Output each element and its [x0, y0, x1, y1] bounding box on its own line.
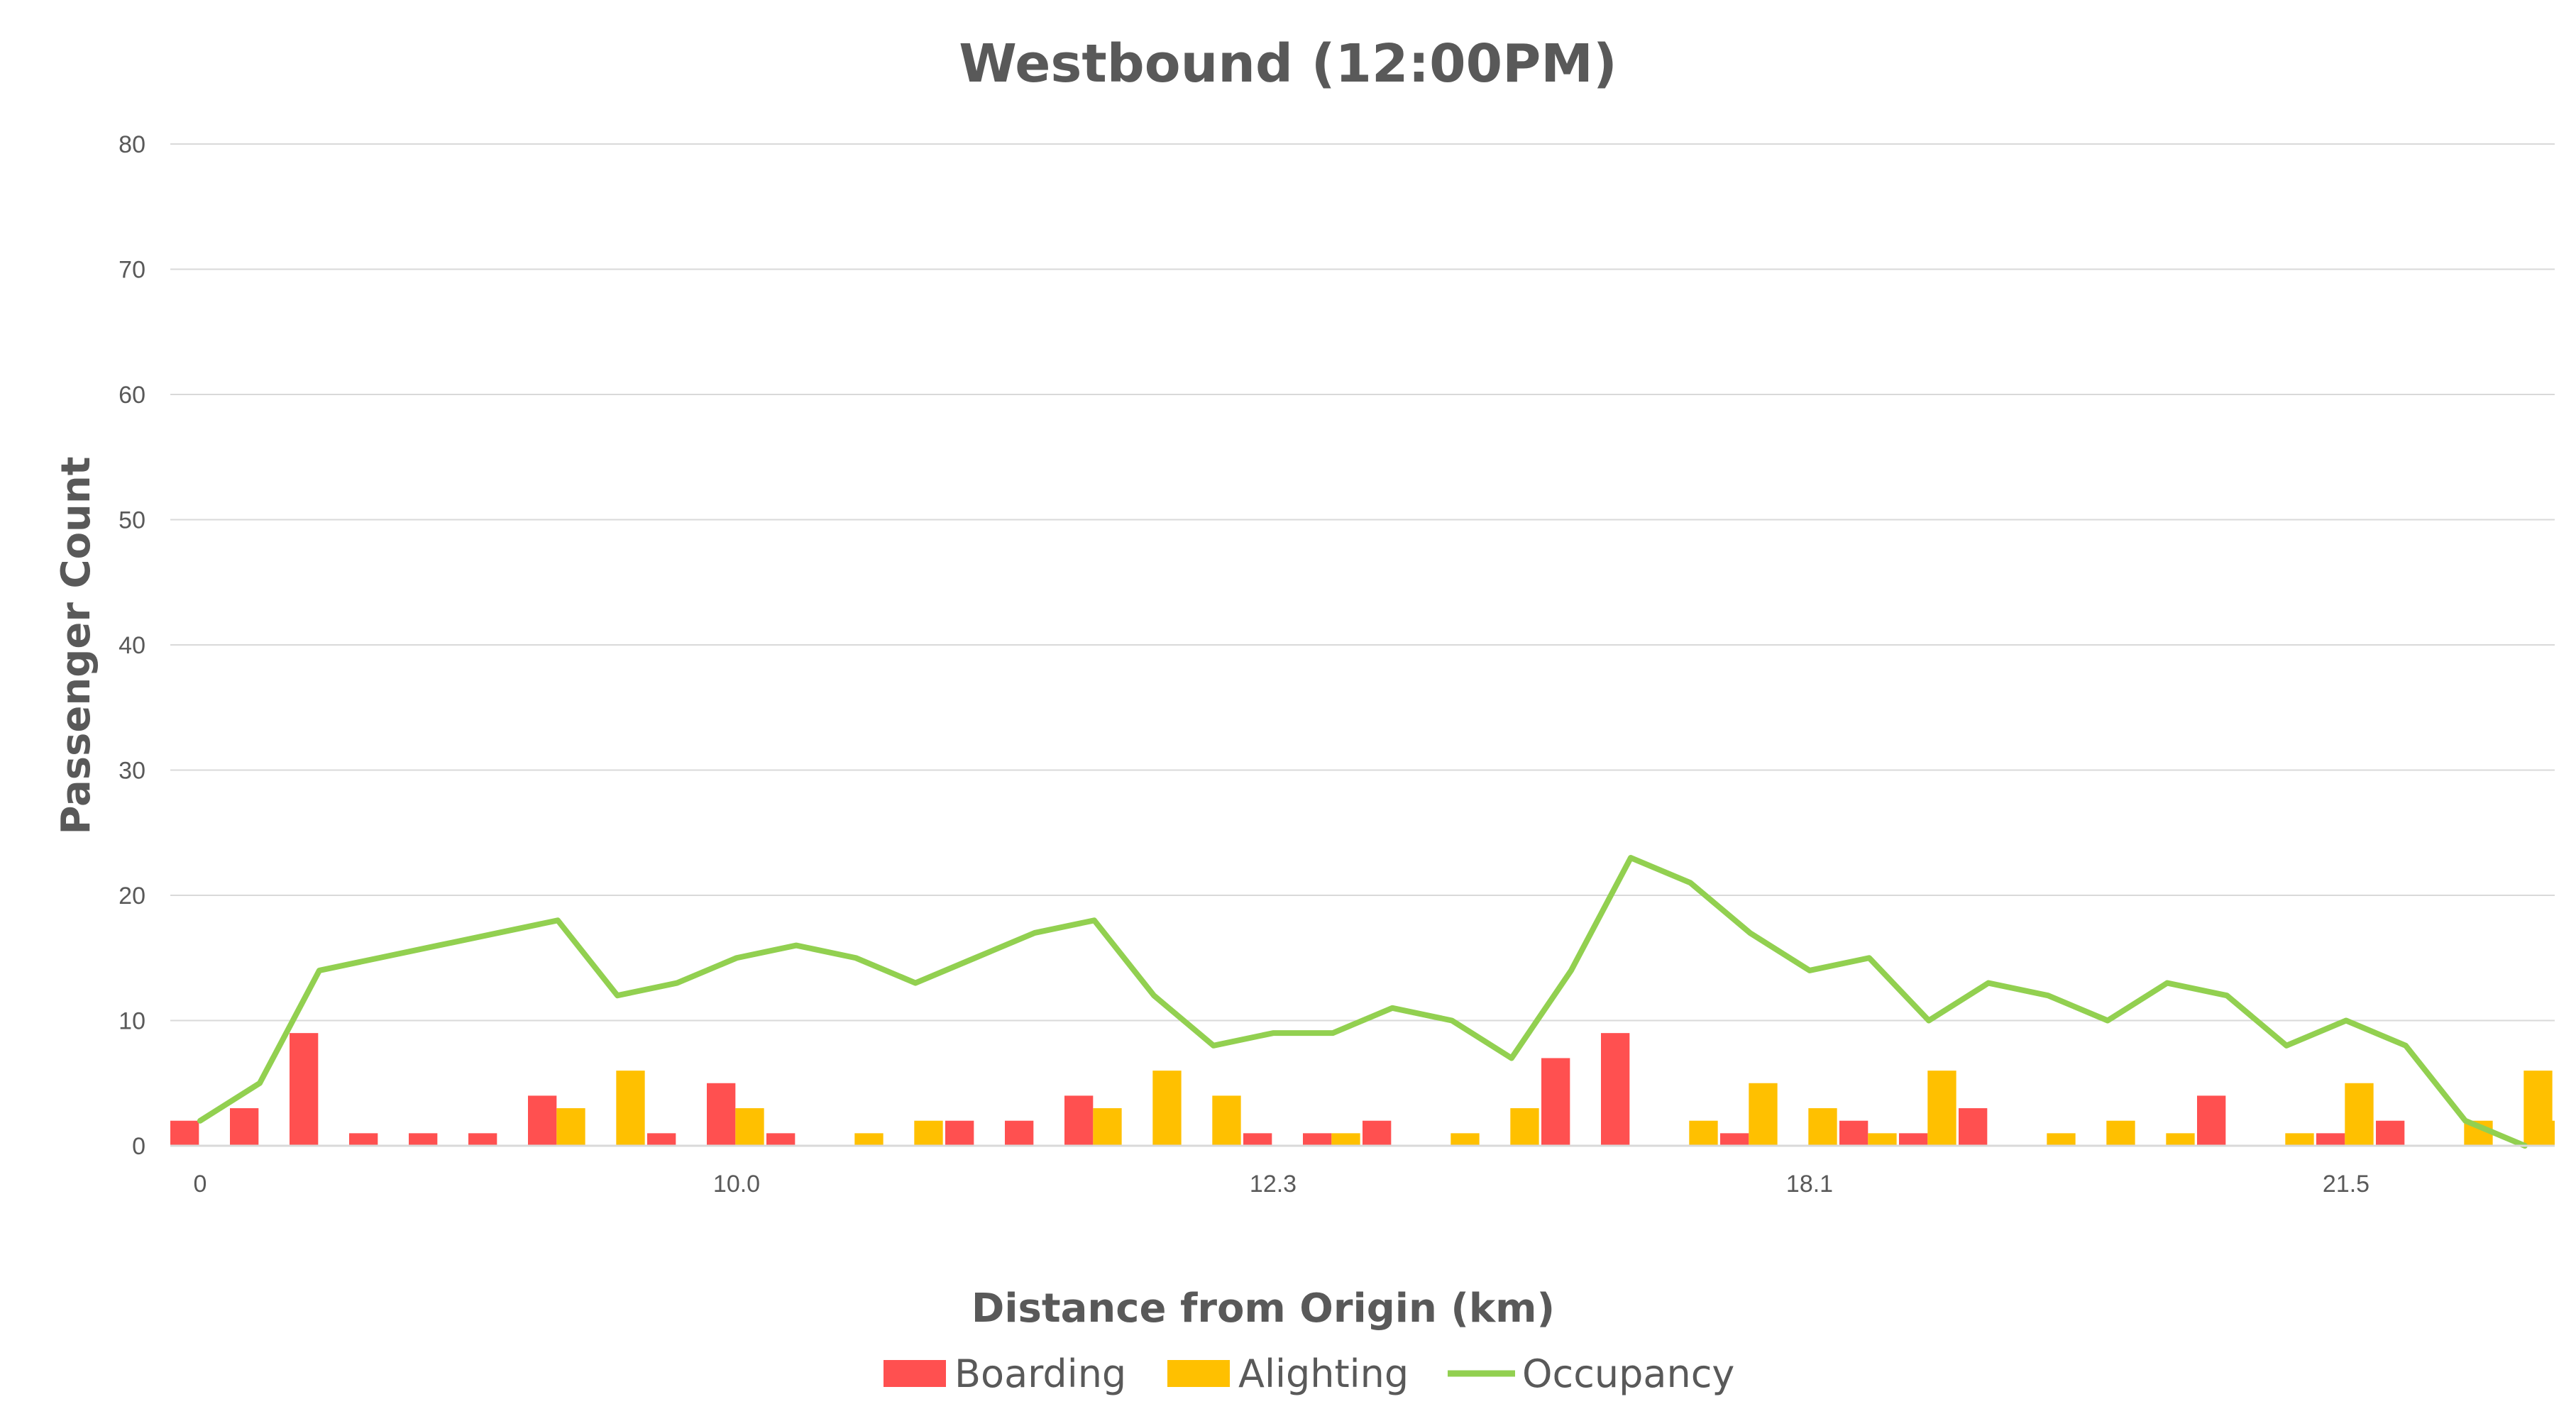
- x-tick-label: 21.5: [2323, 1171, 2369, 1198]
- alighting-bar: [1510, 1108, 1539, 1146]
- boarding-bar: [2197, 1095, 2226, 1146]
- legend-label-boarding: Boarding: [954, 1352, 1126, 1396]
- alighting-bar: [1093, 1108, 1122, 1146]
- alighting-bar: [2345, 1083, 2374, 1146]
- alighting-bar: [1689, 1120, 1718, 1146]
- y-tick-label: 50: [119, 507, 145, 534]
- alighting-bar: [2106, 1120, 2135, 1146]
- y-axis-title: Passenger Count: [53, 456, 99, 834]
- alighting-bar: [1212, 1095, 1241, 1146]
- alighting-bar: [1331, 1133, 1360, 1146]
- boarding-bar: [945, 1120, 974, 1146]
- alighting-bar: [1749, 1083, 1778, 1146]
- x-tick-label: 0: [194, 1171, 207, 1198]
- boarding-bar: [170, 1120, 199, 1146]
- boarding-bar: [1243, 1133, 1272, 1146]
- occupancy-line-layer: [197, 855, 2528, 1149]
- y-axis-ticks: 0 10 20 30 40 50 60 70 80: [119, 131, 145, 1160]
- bars: [170, 1033, 2555, 1146]
- alighting-bar: [1927, 1071, 1956, 1146]
- alighting-bar: [616, 1071, 645, 1146]
- alighting-bar: [1868, 1133, 1897, 1146]
- alighting-bar: [1451, 1133, 1480, 1146]
- y-tick-label: 70: [119, 257, 145, 284]
- legend-swatch-alighting: [1167, 1360, 1230, 1387]
- boarding-bar: [349, 1133, 378, 1146]
- x-tick-label: 10.0: [713, 1171, 760, 1198]
- boarding-bar: [528, 1095, 557, 1146]
- boarding-bar: [1720, 1133, 1749, 1146]
- alighting-bar: [854, 1133, 884, 1146]
- boarding-bar: [1303, 1133, 1332, 1146]
- alighting-bar: [1808, 1108, 1837, 1146]
- boarding-bar: [1959, 1108, 1988, 1146]
- boarding-bar: [1005, 1120, 1034, 1146]
- y-tick-label: 10: [119, 1008, 145, 1035]
- boarding-bar: [1899, 1133, 1928, 1146]
- boarding-bar: [290, 1033, 319, 1146]
- y-tick-label: 60: [119, 382, 145, 409]
- alighting-bar: [735, 1108, 764, 1146]
- boarding-bar: [707, 1083, 736, 1146]
- legend-label-occupancy: Occupancy: [1522, 1352, 1734, 1396]
- boarding-bar: [2376, 1120, 2405, 1146]
- chart-title: Westbound (12:00PM): [959, 33, 1617, 94]
- x-tick-label: 12.3: [1250, 1171, 1297, 1198]
- boarding-bar: [766, 1133, 796, 1146]
- boarding-bar: [1839, 1120, 1868, 1146]
- alighting-bar: [1152, 1071, 1182, 1146]
- alighting-bar: [914, 1120, 943, 1146]
- alighting-bar: [2047, 1133, 2076, 1146]
- boarding-bar: [2316, 1133, 2345, 1146]
- boarding-bar: [1363, 1120, 1392, 1146]
- boarding-bar: [1601, 1033, 1630, 1146]
- boarding-bar: [409, 1133, 438, 1146]
- alighting-bar: [2285, 1133, 2314, 1146]
- alighting-bar: [556, 1108, 585, 1146]
- alighting-bar: [2526, 1120, 2555, 1146]
- x-axis-title: Distance from Origin (km): [971, 1286, 1555, 1332]
- occupancy-line: [197, 855, 2528, 1149]
- y-tick-label: 40: [119, 632, 145, 659]
- y-tick-label: 0: [132, 1133, 145, 1160]
- y-tick-label: 80: [119, 131, 145, 158]
- alighting-bar: [2166, 1133, 2195, 1146]
- x-axis-ticks: 0 10.0 12.3 18.1 21.5: [194, 1171, 2370, 1198]
- boarding-bar: [468, 1133, 497, 1146]
- boarding-bar: [1064, 1095, 1094, 1146]
- boarding-bar: [1541, 1058, 1570, 1146]
- y-tick-label: 20: [119, 883, 145, 910]
- legend: Boarding Alighting Occupancy: [884, 1352, 1734, 1396]
- boarding-bar: [230, 1108, 259, 1146]
- x-tick-label: 18.1: [1786, 1171, 1833, 1198]
- y-tick-label: 30: [119, 758, 145, 785]
- legend-swatch-boarding: [884, 1360, 946, 1387]
- boarding-bar: [647, 1133, 676, 1146]
- gridlines: [170, 143, 2555, 1022]
- legend-label-alighting: Alighting: [1238, 1352, 1409, 1396]
